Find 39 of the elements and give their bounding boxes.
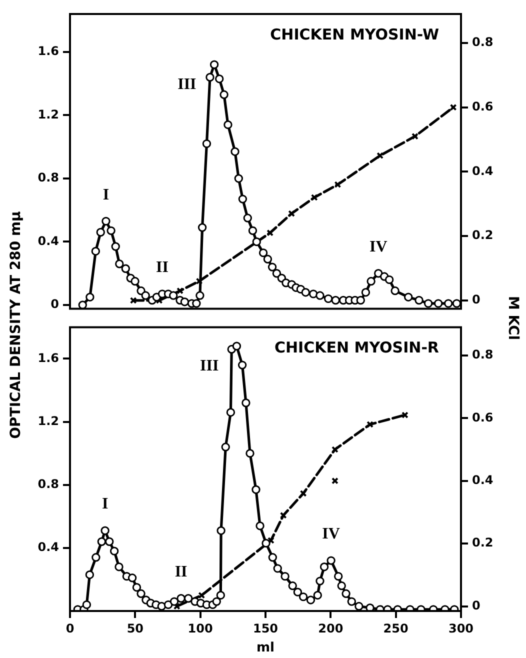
text: CHICKEN MYOSIN-R <box>274 338 440 357</box>
y-axis-title: OPTICAL DENSITY AT 280 mμ <box>8 211 24 439</box>
y2-tick-label: 0 <box>472 292 480 307</box>
annotation: IV <box>322 526 340 543</box>
y-tick-label: 0.8 <box>38 170 59 185</box>
y2-tick-label: 0.6 <box>472 410 494 424</box>
annotation: II <box>174 564 188 581</box>
y2-tick-label: 0.2 <box>472 536 494 550</box>
annotation: IV <box>369 238 388 256</box>
annotation: I <box>102 186 110 204</box>
y-tick-label: 0.8 <box>38 476 59 491</box>
y2-tick-label: 0.6 <box>472 99 494 114</box>
y-tick-label: 1.2 <box>38 414 59 428</box>
y2-tick-label: 0.8 <box>472 35 494 50</box>
y-tick-label: 0.4 <box>38 234 59 248</box>
y-tick-label: 1.6 <box>38 350 59 365</box>
x-tick-label: 150 <box>252 621 278 636</box>
y-tick-label: 1.2 <box>38 107 59 122</box>
y2-axis-title: M KCl <box>505 296 522 340</box>
x-tick-label: 100 <box>188 621 213 636</box>
x-axis-title: ml <box>256 640 275 656</box>
x-tick-label: 300 <box>448 621 474 636</box>
annotation: III <box>178 76 196 93</box>
x-tick-label: 250 <box>383 621 408 636</box>
annotation: II <box>156 259 169 276</box>
x-tick-label: 50 <box>126 621 144 636</box>
y2-tick-label: 0.2 <box>472 228 494 242</box>
y-tick-label: 0 <box>50 297 59 312</box>
y2-tick-label: 0 <box>472 598 480 612</box>
y2-tick-label: 0.4 <box>472 472 494 487</box>
y-tick-label: 1.6 <box>38 44 59 58</box>
y-tick-label: 0.4 <box>38 540 59 554</box>
x-tick-label: 200 <box>318 621 344 636</box>
text: CHICKEN MYOSIN-W <box>270 25 440 44</box>
y2-tick-label: 0.8 <box>472 348 494 362</box>
annotation: I <box>102 496 108 513</box>
y2-tick-label: 0.4 <box>472 164 494 178</box>
annotation: III <box>200 357 219 374</box>
x-tick-label: 0 <box>66 621 74 636</box>
